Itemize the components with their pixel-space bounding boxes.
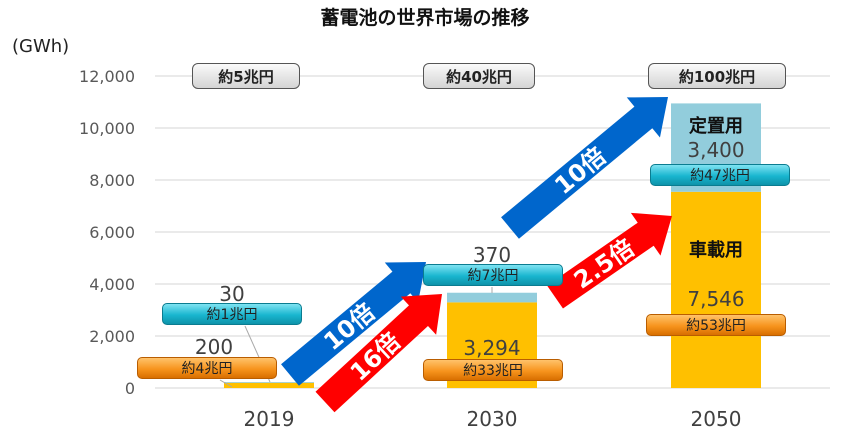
chart-title: 蓄電池の世界市場の推移 [320,6,529,29]
growth-label: 2.5倍 [569,234,640,295]
market-label-vehicle-2050: 約53兆円 [646,314,786,336]
total-market-2019: 約5兆円 [192,63,300,89]
growth-arrow: 2.5倍 [547,212,672,309]
total-market-2030: 約40兆円 [423,63,535,89]
y-tick-label: 8,000 [89,171,135,190]
x-tick-label: 2050 [691,407,742,431]
arrow-shape [547,212,672,309]
market-label-stationary-2019: 約1兆円 [162,303,302,325]
bar-vehicle-2050 [671,191,761,388]
x-tick-label: 2030 [467,407,518,431]
arrow-shape [501,96,668,239]
market-label-stationary-2050: 約47兆円 [650,164,790,186]
value-label-stationary-2030: 370 [472,243,512,267]
y-axis-label: (GWh) [12,36,69,57]
arrow-shape [281,261,427,386]
value-label-vehicle-2030: 3,294 [463,336,521,360]
market-label-vehicle-2030: 約33兆円 [423,359,563,381]
y-tick-label: 6,000 [89,223,135,242]
value-label-stationary-2019: 30 [219,282,245,306]
bar-stationary-2019 [224,382,314,383]
y-tick-label: 12,000 [79,67,135,86]
arrow-shape [315,294,443,413]
market-label-stationary-2030: 約7兆円 [423,264,563,286]
y-tick-label: 10,000 [79,119,135,138]
value-label-vehicle-2019: 200 [194,335,234,359]
series-name-vehicle: 車載用 [689,240,743,261]
market-label-vehicle-2019: 約4兆円 [137,357,277,379]
y-tick-label: 0 [125,379,135,398]
series-name-stationary: 定置用 [689,116,743,137]
y-tick-label: 2,000 [89,327,135,346]
bar-stationary-2030 [447,292,537,303]
value-label-vehicle-2050: 7,546 [687,287,745,311]
leader-line [219,379,233,388]
value-label-stationary-2050: 3,400 [687,138,745,162]
y-tick-label: 4,000 [89,275,135,294]
total-market-2050: 約100兆円 [648,63,786,89]
x-tick-label: 2019 [244,407,295,431]
bar-vehicle-2019 [224,382,314,388]
